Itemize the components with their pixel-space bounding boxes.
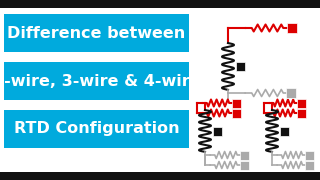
Bar	[305, 150, 314, 159]
Text: 2-wire, 3-wire & 4-wire: 2-wire, 3-wire & 4-wire	[0, 73, 200, 89]
Bar	[297, 98, 306, 107]
Bar	[231, 109, 241, 118]
Bar	[305, 161, 314, 170]
Bar	[4, 62, 189, 100]
Bar	[212, 127, 221, 136]
Bar	[0, 0, 320, 8]
Bar	[236, 62, 244, 71]
Text: Difference between: Difference between	[7, 26, 186, 40]
Bar	[297, 109, 306, 118]
Bar	[4, 110, 189, 148]
Bar	[287, 23, 297, 33]
Bar	[239, 150, 249, 159]
Text: RTD Configuration: RTD Configuration	[14, 122, 179, 136]
Bar	[231, 98, 241, 107]
Bar	[239, 161, 249, 170]
Bar	[0, 172, 320, 180]
Bar	[4, 14, 189, 52]
Bar	[286, 88, 296, 98]
Bar	[279, 127, 289, 136]
